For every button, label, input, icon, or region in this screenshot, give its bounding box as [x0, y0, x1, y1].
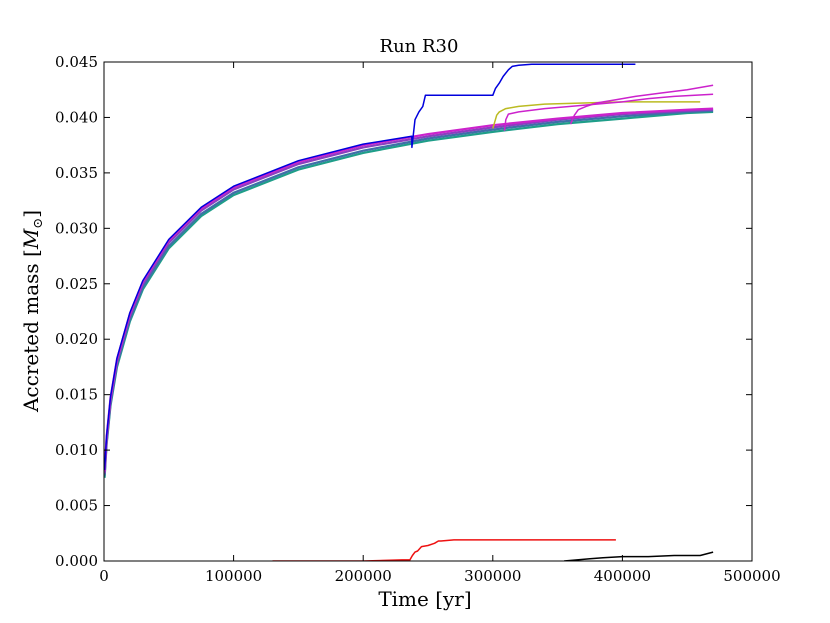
y-tick-label: 0.020: [55, 330, 98, 348]
y-axis-title: Accreted mass [M⊙]: [19, 210, 46, 413]
y-axis-title-prefix: Accreted mass [: [19, 249, 43, 413]
y-axis-title-subscript: ⊙: [31, 218, 46, 229]
series-layer: [104, 63, 714, 561]
plot-frame: [103, 61, 753, 562]
y-tick-label: 0.035: [55, 164, 98, 182]
x-tick-label: 500000: [723, 567, 780, 585]
y-tick-label: 0.040: [55, 108, 98, 126]
x-tick-label: 400000: [594, 567, 651, 585]
y-tick-label: 0.045: [55, 53, 98, 71]
y-axis-title-symbol: M: [19, 228, 43, 250]
y-tick-label: 0.000: [55, 552, 98, 570]
y-tick-label: 0.005: [55, 497, 98, 515]
y-tick-label: 0.010: [55, 441, 98, 459]
chart-title: Run R30: [380, 36, 459, 57]
x-tick-label: 300000: [464, 567, 521, 585]
ticks-layer: 0 100000 200000 300000 400000 500000 0.000 0.00…: [55, 53, 781, 585]
y-tick-label: 0.015: [55, 386, 98, 404]
series-line-6: [492, 101, 701, 129]
y-tick-label: 0.025: [55, 275, 98, 293]
x-tick-label: 0: [99, 567, 109, 585]
series-line-10: [564, 551, 714, 561]
x-axis-title: Time [yr]: [378, 587, 471, 611]
series-line-7: [503, 93, 714, 131]
x-tick-label: 200000: [335, 567, 392, 585]
x-tick-label: 100000: [205, 567, 262, 585]
y-tick-label: 0.030: [55, 219, 98, 237]
series-line-9: [272, 539, 616, 561]
y-axis-title-suffix: ]: [19, 210, 43, 218]
series-line-5: [104, 63, 636, 471]
series-line-8: [569, 84, 714, 125]
